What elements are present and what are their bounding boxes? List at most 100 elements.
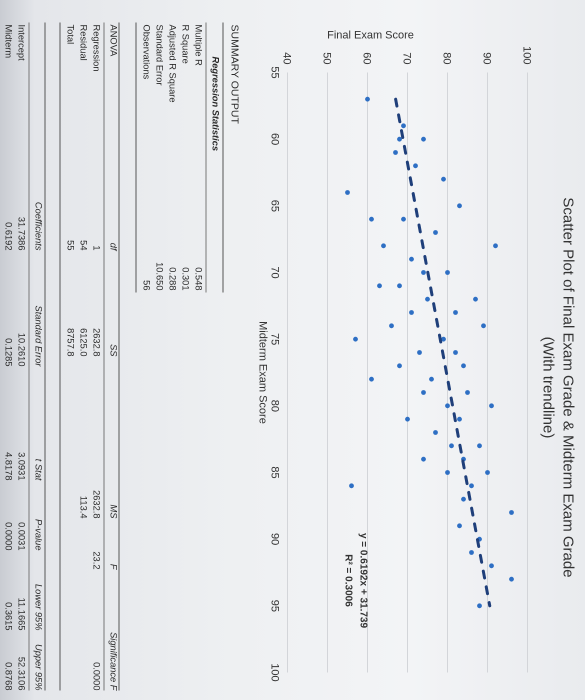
stat-value: 0.548 (193, 266, 203, 290)
data-point (464, 389, 470, 395)
data-point (412, 162, 418, 168)
stat-value: 0.288 (167, 266, 177, 290)
data-point (420, 456, 426, 462)
divider (135, 22, 136, 292)
coef-cell: 0.3615 (3, 601, 13, 630)
y-tick-label: 90 (480, 52, 492, 64)
divider (28, 22, 29, 690)
data-point (344, 189, 350, 195)
stat-label: R Square (180, 24, 190, 64)
scatter-chart: Scatter Plot of Final Exam Grade & Midte… (256, 29, 576, 681)
data-point (380, 242, 386, 248)
data-point (424, 296, 430, 302)
coef-cell: 3.0931 (16, 451, 26, 480)
anova-cell: 2632.8 (91, 327, 101, 356)
data-point (456, 522, 462, 528)
data-point (460, 496, 466, 502)
coef-cell: 0.0031 (16, 521, 26, 550)
x-tick-label: 90 (268, 533, 280, 545)
data-point (456, 202, 462, 208)
chart-title-line-1: Scatter Plot of Final Exam Grade & Midte… (559, 197, 576, 577)
anova-cell: 23.2 (91, 550, 101, 569)
data-point (364, 96, 370, 102)
coef-header: t Stat (33, 458, 43, 480)
stat-value: 10.650 (154, 261, 164, 290)
x-tick-label: 70 (268, 266, 280, 278)
data-point (444, 269, 450, 275)
divider (222, 22, 223, 292)
data-point (456, 416, 462, 422)
data-point (460, 362, 466, 368)
summary-title: SUMMARY OUTPUT (228, 24, 240, 124)
coef-cell: 31.7386 (16, 216, 26, 250)
data-point (420, 389, 426, 395)
x-tick-label: 100 (268, 663, 280, 681)
data-point (416, 349, 422, 355)
data-point (400, 216, 406, 222)
scatter-points (344, 96, 514, 608)
data-point (492, 242, 498, 248)
r-squared-label: R² = 0.3006 (342, 554, 353, 607)
coef-header: P-value (33, 518, 43, 550)
coef-header: Coefficients (33, 201, 43, 250)
data-point (452, 309, 458, 315)
data-point (488, 402, 494, 408)
regression-statistics-heading: Regression Statistics (210, 56, 220, 151)
anova-row-label: Total (65, 24, 75, 44)
x-tick-label: 85 (268, 466, 280, 478)
x-tick-label: 95 (268, 599, 280, 611)
coef-cell: 11.1665 (16, 597, 26, 630)
data-point (488, 562, 494, 568)
coef-cell: 10.2610 (16, 332, 26, 366)
x-tick-label: 55 (268, 66, 280, 78)
data-point (396, 282, 402, 288)
data-point (508, 509, 514, 515)
coef-cell: 0.6192 (3, 221, 13, 250)
chart-title-line-2: (With trendline) (539, 336, 556, 438)
data-point (484, 469, 490, 475)
data-point (396, 136, 402, 142)
coef-cell: 0.0000 (3, 521, 13, 550)
y-tick-label: 40 (280, 52, 292, 64)
anova-cell: 113.4 (78, 495, 88, 518)
anova-title: ANOVA (108, 24, 118, 56)
coef-cell: 52.3106 (16, 656, 26, 690)
data-point (388, 322, 394, 328)
anova-row-label: Residual (78, 24, 88, 61)
y-tick-labels: 40 50 60 70 80 90 100 (280, 46, 532, 64)
x-tick-label: 65 (268, 199, 280, 211)
anova-cell: 6125.0 (78, 327, 88, 356)
x-tick-label: 75 (268, 333, 280, 345)
x-axis-label: Midterm Exam Score (256, 321, 268, 424)
y-tick-label: 60 (360, 52, 372, 64)
trendline-equation: y = 0.6192x + 31.739 (357, 532, 368, 628)
y-tick-label: 80 (440, 52, 452, 64)
y-axis-label: Final Exam Score (327, 29, 414, 41)
stat-label: Multiple R (193, 24, 203, 66)
anova-cell: 8757.8 (65, 327, 75, 356)
anova-header-sig: Significance F (108, 631, 118, 690)
x-tick-labels: 55 60 65 70 75 80 85 90 95 100 (268, 66, 280, 681)
stat-label: Standard Error (154, 24, 164, 85)
stat-value: 56 (141, 279, 151, 290)
data-point (508, 576, 514, 582)
data-point (440, 176, 446, 182)
data-point (368, 216, 374, 222)
divider (59, 22, 60, 690)
data-point (428, 376, 434, 382)
data-point (444, 402, 450, 408)
data-point (468, 549, 474, 555)
data-point (408, 256, 414, 262)
anova-cell: 1 (91, 244, 101, 250)
anova-cell: 2632.8 (91, 489, 101, 518)
anova-header-ss: SS (108, 343, 118, 356)
divider (103, 22, 104, 690)
data-point (376, 282, 382, 288)
coef-row-label: Midterm (3, 24, 13, 58)
data-point (396, 362, 402, 368)
data-point (432, 429, 438, 435)
y-tick-label: 50 (320, 52, 332, 64)
data-point (472, 296, 478, 302)
